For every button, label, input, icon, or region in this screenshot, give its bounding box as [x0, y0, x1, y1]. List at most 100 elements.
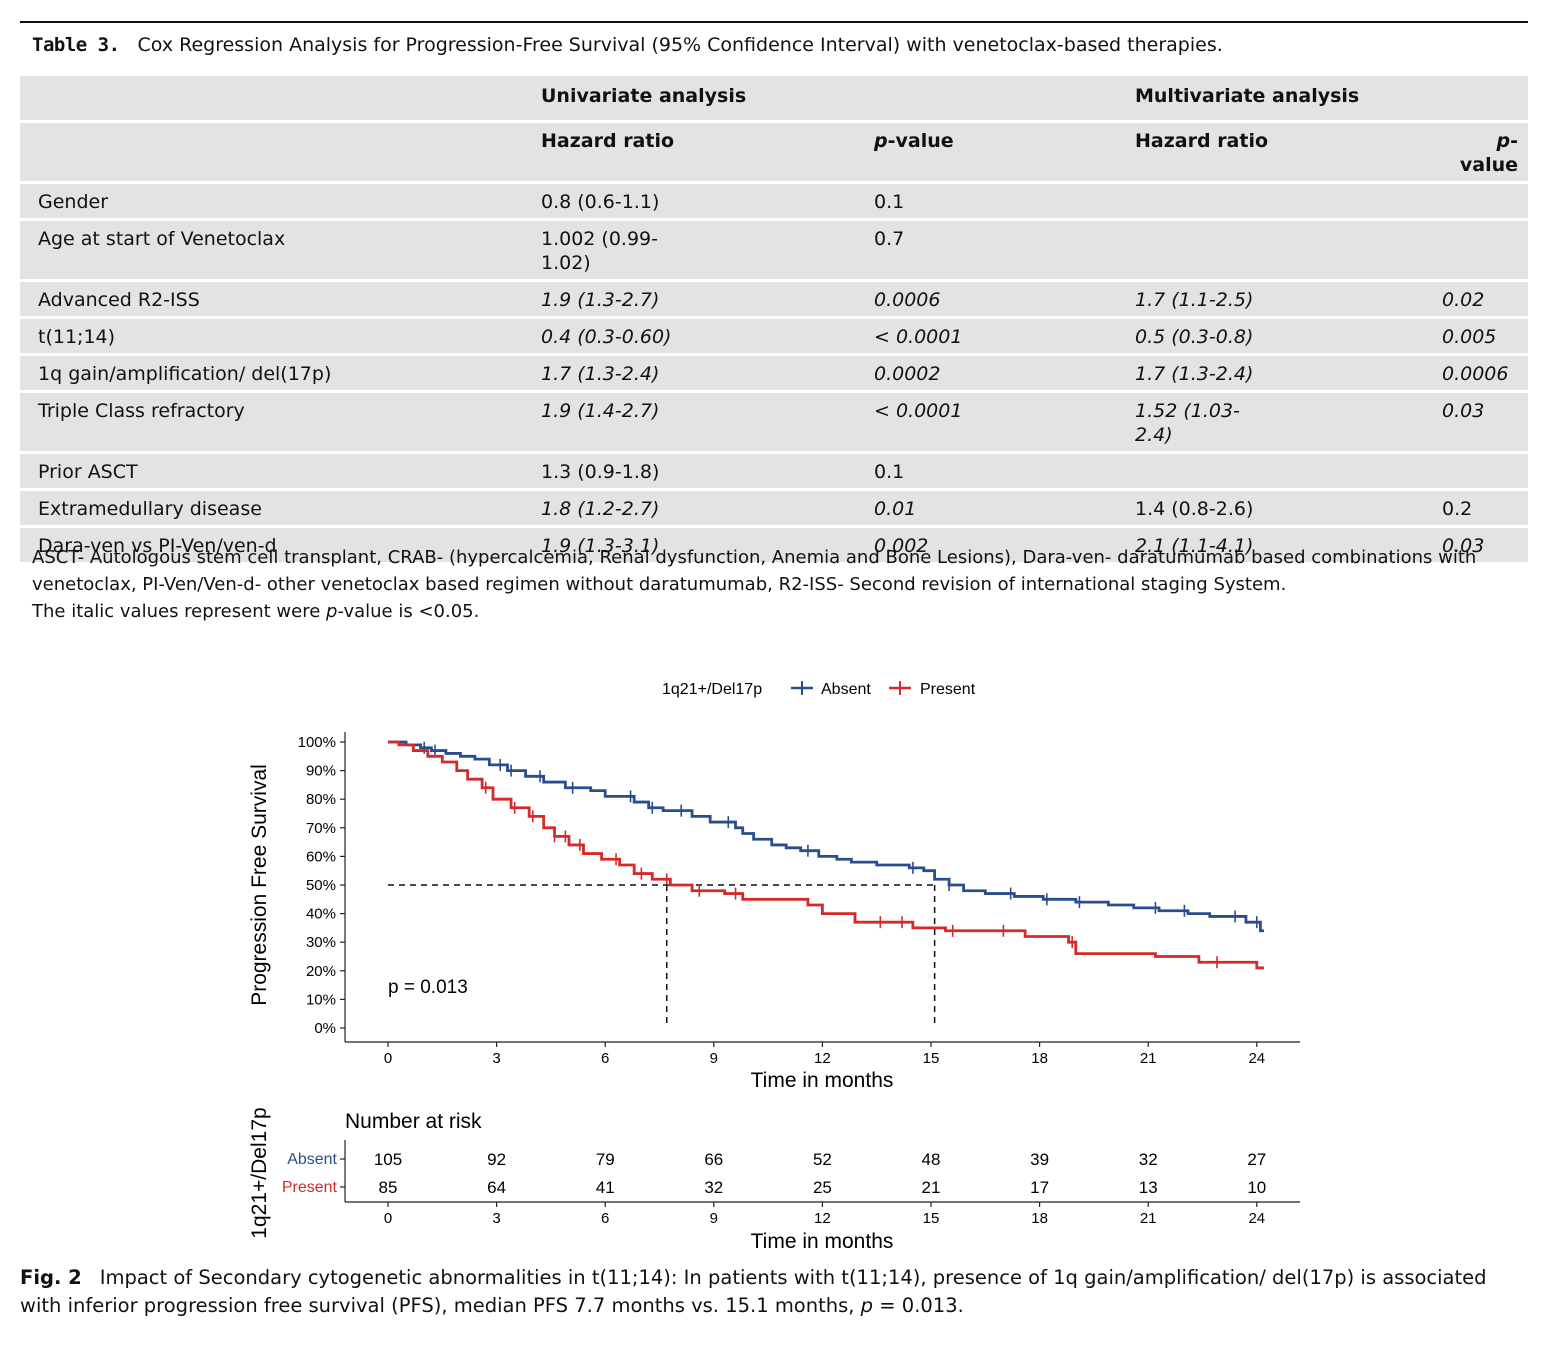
footnote-italic-note: The italic values represent were p-value… [32, 601, 480, 622]
table-title: Cox Regression Analysis for Progression-… [137, 34, 1223, 56]
row-label: Dara-ven vs PI-Ven/ven-d [20, 528, 541, 562]
uni-p-header: p-value [874, 123, 1135, 181]
uni-hazard-ratio: 1.7 (1.3-2.4) [541, 356, 874, 390]
risk-row-label: Absent [287, 1151, 337, 1168]
uni-p-value: 0.7 [874, 221, 1135, 279]
uni-hazard-ratio: 1.9 (1.3-2.7) [541, 282, 874, 316]
figure-label: Fig. 2 [20, 1266, 82, 1289]
risk-count: 32 [1139, 1150, 1158, 1169]
multi-p-header: p-value [1442, 123, 1528, 181]
y-tick-label: 40% [306, 906, 336, 923]
risk-x-tick-label: 12 [814, 1210, 831, 1227]
x-axis-title: Time in months [751, 1069, 894, 1092]
x-tick-label: 3 [492, 1050, 500, 1067]
survival-curve-absent [388, 740, 1265, 933]
risk-x-tick-label: 21 [1140, 1210, 1157, 1227]
y-tick-label: 60% [306, 848, 336, 865]
multi-p-value: 0.03 [1442, 393, 1528, 451]
multi-p-value: 0.0006 [1442, 356, 1528, 390]
risk-count: 13 [1139, 1178, 1158, 1197]
risk-count: 92 [487, 1150, 506, 1169]
risk-count: 27 [1247, 1150, 1266, 1169]
uni-p-value: < 0.0001 [874, 393, 1135, 451]
y-tick-label: 50% [306, 877, 336, 894]
y-tick-label: 70% [306, 820, 336, 837]
row-label: Age at start of Venetoclax [20, 221, 541, 279]
x-tick-label: 0 [384, 1050, 392, 1067]
multi-hazard-ratio: 1.7 (1.3-2.4) [1135, 356, 1442, 390]
risk-count: 85 [379, 1178, 398, 1197]
univariate-header: Univariate analysis [541, 76, 1135, 120]
x-tick-label: 18 [1031, 1050, 1048, 1067]
figure-caption: Fig. 2 Impact of Secondary cytogenetic ab… [20, 1266, 1487, 1317]
multi-hazard-ratio [1135, 454, 1442, 488]
multi-hr-header: Hazard ratio [1135, 123, 1442, 181]
risk-strata-label: 1q21+/Del17p [248, 1107, 271, 1238]
risk-count: 105 [374, 1150, 402, 1169]
risk-count: 79 [596, 1150, 615, 1169]
table-row: Prior ASCT 1.3 (0.9-1.8) 0.1 [20, 454, 1528, 488]
x-tick-label: 12 [814, 1050, 831, 1067]
legend-title: 1q21+/Del17p [662, 681, 762, 698]
risk-x-tick-label: 6 [601, 1210, 609, 1227]
risk-count: 64 [487, 1178, 506, 1197]
multi-p-value: 0.02 [1442, 282, 1528, 316]
risk-x-tick-label: 9 [710, 1210, 718, 1227]
uni-hazard-ratio: 1.3 (0.9-1.8) [541, 454, 874, 488]
x-tick-label: 9 [710, 1050, 718, 1067]
y-tick-label: 20% [306, 963, 336, 980]
top-rule [20, 21, 1528, 23]
row-label: Triple Class refractory [20, 393, 541, 451]
y-tick-label: 0% [314, 1020, 336, 1037]
risk-count: 32 [704, 1178, 723, 1197]
risk-table-title: Number at risk [345, 1110, 482, 1133]
risk-count: 48 [922, 1150, 941, 1169]
uni-p-value: 0.002 [874, 528, 1135, 562]
y-tick-label: 100% [298, 734, 336, 751]
multi-hazard-ratio: 1.4 (0.8-2.6) [1135, 491, 1442, 525]
footnote-abbreviations: ASCT- Autologous stem cell transplant, C… [32, 547, 1477, 595]
group-header-row: Univariate analysis Multivariate analysi… [20, 76, 1528, 120]
table-row: Triple Class refractory 1.9 (1.4-2.7) < 0.… [20, 393, 1528, 451]
risk-count: 66 [704, 1150, 723, 1169]
x-tick-label: 15 [923, 1050, 940, 1067]
risk-count: 39 [1030, 1150, 1049, 1169]
uni-p-value: 0.0006 [874, 282, 1135, 316]
table-row: Age at start of Venetoclax 1.002 (0.99- 1.… [20, 221, 1528, 279]
multi-p-value [1442, 184, 1528, 218]
plot-area: 0% 10% 20% 30% 40% 50% 60% 70% 80% 90% 100% 0 3 6 9 12 1… [298, 732, 1300, 1067]
risk-count: 41 [596, 1178, 615, 1197]
x-tick-label: 24 [1248, 1050, 1265, 1067]
y-tick-label: 90% [306, 763, 336, 780]
multi-hazard-ratio: 1.52 (1.03- 2.4) [1135, 393, 1442, 451]
multi-p-value [1442, 454, 1528, 488]
uni-hazard-ratio: 1.002 (0.99- 1.02) [541, 221, 874, 279]
y-tick-label: 30% [306, 934, 336, 951]
risk-x-axis-title: Time in months [751, 1230, 894, 1253]
column-header-row: Hazard ratio p-value Hazard ratio p-valu… [20, 123, 1528, 181]
row-label: Extramedullary disease [20, 491, 541, 525]
risk-count: 10 [1247, 1178, 1266, 1197]
table-row: Dara-ven vs PI-Ven/ven-d 1.9 (1.3-3.1) 0.0… [20, 528, 1528, 562]
uni-p-value: 0.1 [874, 454, 1135, 488]
table-footnote: ASCT- Autologous stem cell transplant, C… [32, 544, 1532, 625]
y-axis-title: Progression Free Survival [248, 764, 271, 1006]
multi-p-value [1442, 221, 1528, 279]
uni-p-value: < 0.0001 [874, 319, 1135, 353]
uni-hr-header: Hazard ratio [541, 123, 874, 181]
uni-hazard-ratio: 1.8 (1.2-2.7) [541, 491, 874, 525]
multi-hazard-ratio: 1.7 (1.1-2.5) [1135, 282, 1442, 316]
y-tick-label: 80% [306, 791, 336, 808]
risk-x-tick-label: 15 [923, 1210, 940, 1227]
table-label: Table 3. [32, 34, 120, 56]
row-label: t(11;14) [20, 319, 541, 353]
legend-present: Present [920, 681, 976, 698]
table-row: Gender 0.8 (0.6-1.1) 0.1 [20, 184, 1528, 218]
risk-row-label: Present [282, 1179, 338, 1196]
risk-count: 21 [922, 1178, 941, 1197]
table-caption: Table 3. Cox Regression Analysis for Prog… [32, 34, 1223, 56]
uni-p-value: 0.0002 [874, 356, 1135, 390]
row-label: 1q gain/amplification/ del(17p) [20, 356, 541, 390]
